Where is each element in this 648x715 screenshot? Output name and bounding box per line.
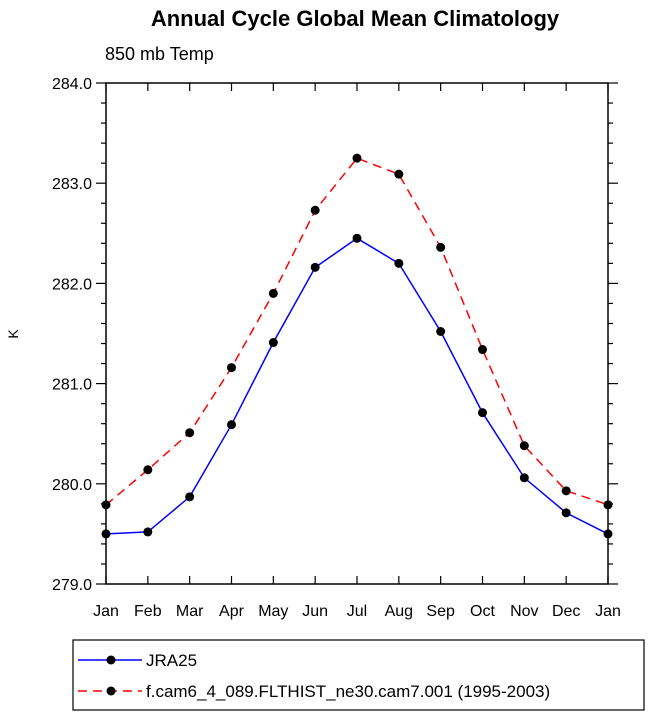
y-tick-label: 281.0 <box>52 377 92 394</box>
data-point-1 <box>227 363 236 373</box>
data-point-0 <box>185 492 195 502</box>
data-point-1 <box>185 428 195 438</box>
series-line-1 <box>105 157 609 506</box>
x-tick-label: Aug <box>385 603 413 620</box>
data-point-0 <box>436 326 446 336</box>
x-tick-label: Nov <box>510 603 538 620</box>
legend: JRA25 f.cam6_4_089.FLTHIST_ne30.cam7.001… <box>72 639 645 711</box>
data-point-1 <box>561 486 571 496</box>
axis-ticks: Jan Feb Mar Apr May Jun Jul Aug Sep Oct Nov Dec Jan2… <box>52 76 621 620</box>
x-tick-label: Jul <box>347 603 367 620</box>
data-point-1 <box>143 465 153 475</box>
data-point-1 <box>394 169 404 179</box>
y-axis-label: K <box>5 329 21 339</box>
x-tick-label: Dec <box>552 603 580 620</box>
legend-label-jra25: JRA25 <box>146 651 197 670</box>
x-tick-label: Jan <box>595 603 621 620</box>
data-point-0 <box>352 233 362 243</box>
y-tick-label: 280.0 <box>52 477 92 494</box>
y-tick-label: 279.0 <box>52 577 92 594</box>
data-point-1 <box>436 242 446 252</box>
legend-marker-jra25 <box>106 655 116 665</box>
data-point-0 <box>268 338 278 348</box>
series-line-0 <box>105 237 609 535</box>
y-tick-label: 282.0 <box>52 276 92 293</box>
x-tick-label: Jun <box>302 603 328 620</box>
series-group <box>101 153 613 539</box>
x-tick-label: Apr <box>219 603 245 620</box>
x-tick-label: Oct <box>470 603 495 620</box>
data-point-0 <box>143 527 153 537</box>
data-point-1 <box>352 153 362 163</box>
data-point-1 <box>310 205 320 215</box>
data-point-1 <box>519 441 529 451</box>
x-tick-label: Jan <box>93 603 119 620</box>
data-point-0 <box>227 420 236 430</box>
data-point-0 <box>394 258 404 268</box>
data-point-0 <box>310 262 320 272</box>
y-tick-label: 283.0 <box>52 176 92 193</box>
x-tick-label: May <box>258 603 288 620</box>
x-tick-label: Sep <box>426 603 455 620</box>
data-point-1 <box>478 345 487 355</box>
data-point-0 <box>561 508 571 518</box>
plot-frame <box>105 82 609 585</box>
legend-label-cam: f.cam6_4_089.FLTHIST_ne30.cam7.001 (1995… <box>146 682 550 701</box>
x-tick-label: Feb <box>134 603 162 620</box>
data-point-0 <box>478 408 487 418</box>
legend-marker-cam <box>106 686 116 696</box>
x-tick-label: Mar <box>176 603 204 620</box>
legend-box <box>72 639 645 711</box>
y-tick-label: 284.0 <box>52 76 92 93</box>
data-point-0 <box>519 473 529 483</box>
chart-title: Annual Cycle Global Mean Climatology <box>151 6 560 31</box>
chart-subtitle: 850 mb Temp <box>105 44 214 64</box>
data-point-1 <box>268 288 278 298</box>
